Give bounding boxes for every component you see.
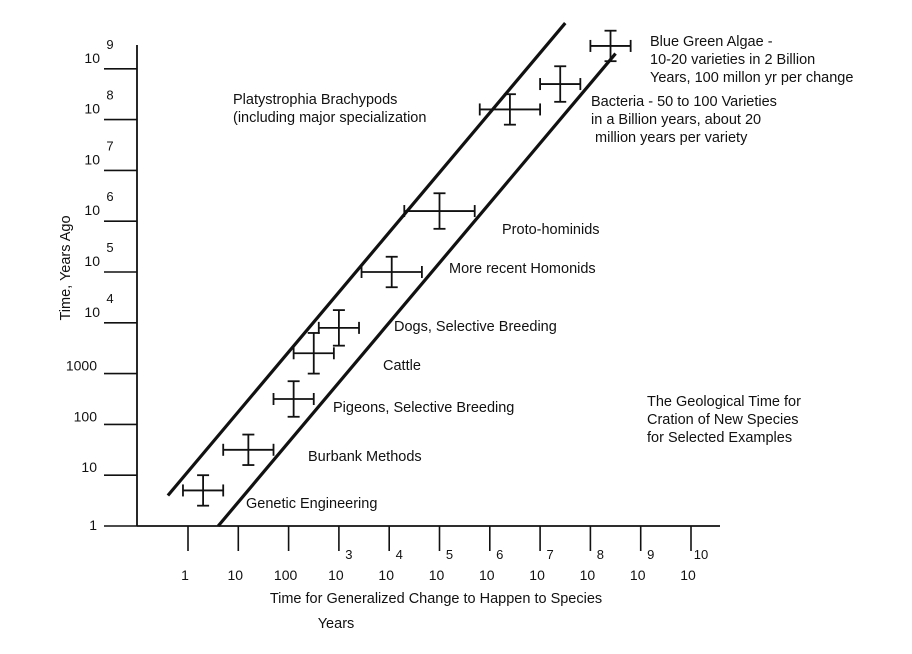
x-tick-label: 10 <box>429 567 445 583</box>
data-point <box>317 309 360 347</box>
x-tick-label: 10 <box>228 567 244 583</box>
x-axis-title: Time for Generalized Change to Happen to… <box>270 591 602 607</box>
x-tick-label: 10 <box>580 567 596 583</box>
point-label: Burbank Methods <box>308 449 422 465</box>
point-label: Bacteria - 50 to 100 Varieties in a Billi… <box>591 94 777 146</box>
data-point <box>292 332 335 375</box>
x-tick-label: 100 <box>274 567 298 583</box>
data-point <box>360 255 423 289</box>
point-label: More recent Homonids <box>449 261 596 277</box>
data-point <box>403 192 476 230</box>
x-tick-label: 1 <box>181 567 189 583</box>
data-points <box>182 29 632 507</box>
x-tick-exponent: 10 <box>694 547 708 562</box>
point-label: Genetic Engineering <box>246 496 377 512</box>
x-tick-label: 10 <box>378 567 394 583</box>
y-axis-title: Time, Years Ago <box>58 215 74 320</box>
band-line <box>166 22 567 497</box>
y-tick-label: 10 <box>84 50 100 66</box>
x-tick-label: 10 <box>630 567 646 583</box>
data-point <box>182 474 225 507</box>
annotation: The Geological Time for Cration of New Sp… <box>647 394 801 446</box>
y-tick-exponent: 8 <box>106 88 113 103</box>
x-tick-label: 10 <box>529 567 545 583</box>
band-line <box>216 52 617 528</box>
y-tick-label: 1 <box>89 517 97 533</box>
x-tick-exponent: 7 <box>546 547 553 562</box>
x-tick-exponent: 3 <box>345 547 352 562</box>
x-tick-exponent: 8 <box>597 547 604 562</box>
x-tick-label: 10 <box>328 567 344 583</box>
x-tick-exponent: 6 <box>496 547 503 562</box>
point-label: Proto-hominids <box>502 222 600 238</box>
data-point <box>478 93 541 126</box>
data-point <box>222 433 275 466</box>
x-tick-exponent: 4 <box>396 547 403 562</box>
y-tick-label: 1000 <box>66 358 97 374</box>
y-tick-label: 100 <box>74 408 98 424</box>
point-label: Platystrophia Brachypods (including major… <box>233 92 426 126</box>
x-tick-label: 10 <box>680 567 696 583</box>
point-label: Pigeons, Selective Breeding <box>333 400 514 416</box>
y-tick-exponent: 9 <box>106 37 113 52</box>
data-point <box>539 65 582 103</box>
y-tick-label: 10 <box>84 202 100 218</box>
y-tick-label: 10 <box>84 304 100 320</box>
point-label: Blue Green Algae -10-20 varieties in 2 B… <box>650 34 853 86</box>
band-lines <box>166 22 617 528</box>
y-tick-exponent: 6 <box>106 189 113 204</box>
x-tick-label: 10 <box>479 567 495 583</box>
y-tick-exponent: 7 <box>106 138 113 153</box>
y-tick-label: 10 <box>81 459 97 475</box>
x-tick-exponent: 9 <box>647 547 654 562</box>
point-label: Cattle <box>383 358 421 374</box>
y-tick-label: 10 <box>84 253 100 269</box>
y-tick-exponent: 4 <box>106 291 113 306</box>
x-tick-exponent: 5 <box>446 547 453 562</box>
y-tick-label: 10 <box>84 151 100 167</box>
point-label: Dogs, Selective Breeding <box>394 319 557 335</box>
data-point <box>589 29 632 63</box>
y-tick-exponent: 5 <box>106 240 113 255</box>
data-point <box>272 380 315 418</box>
axes <box>136 45 720 527</box>
tick-marks <box>104 68 692 551</box>
x-axis-unit: Years <box>318 616 355 632</box>
y-tick-label: 10 <box>84 101 100 117</box>
